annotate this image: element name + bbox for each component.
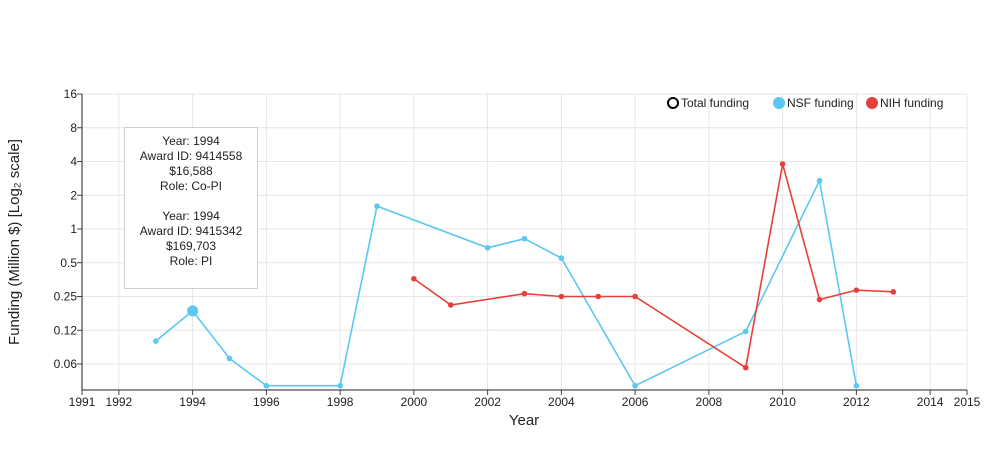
nih-data-point[interactable] bbox=[853, 287, 860, 293]
nih-data-point[interactable] bbox=[447, 302, 454, 308]
y-axis-title: Funding (Million $) [Log₂ scale] bbox=[6, 139, 23, 345]
y-tick-label: 0.06 bbox=[54, 357, 78, 371]
nsf-data-point[interactable] bbox=[337, 382, 343, 389]
x-tick-label: 1992 bbox=[106, 395, 133, 409]
total-legend-marker[interactable] bbox=[667, 97, 679, 109]
total-legend-label[interactable]: Total funding bbox=[681, 96, 749, 110]
nsf-data-point[interactable] bbox=[226, 355, 233, 362]
tooltip-spacer bbox=[125, 194, 257, 209]
nih-data-point[interactable] bbox=[595, 293, 602, 300]
nsf-data-point[interactable] bbox=[187, 305, 199, 317]
y-tick-label: 8 bbox=[70, 121, 77, 135]
nih-data-point[interactable] bbox=[632, 293, 638, 300]
nsf-data-point[interactable] bbox=[853, 382, 860, 389]
x-tick-label: 1994 bbox=[179, 395, 206, 409]
nsf-data-point[interactable] bbox=[263, 382, 270, 389]
nih-data-point[interactable] bbox=[742, 364, 749, 371]
tooltip-role: Role: PI bbox=[169, 254, 213, 268]
y-tick-label: 0.25 bbox=[54, 290, 78, 304]
y-tick-label: 1 bbox=[70, 222, 77, 236]
x-tick-label: 2010 bbox=[769, 395, 796, 409]
x-axis-title: Year bbox=[509, 412, 539, 429]
nsf-data-point[interactable] bbox=[632, 382, 638, 389]
y-tick-label: 2 bbox=[70, 188, 77, 202]
x-tick-label: 2006 bbox=[622, 395, 649, 409]
nih-data-point[interactable] bbox=[890, 289, 897, 295]
nih-data-point[interactable] bbox=[558, 293, 565, 300]
nih-data-point[interactable] bbox=[411, 275, 417, 282]
tooltip-year: Year: 1994 bbox=[162, 134, 220, 148]
nsf-data-point[interactable] bbox=[521, 235, 528, 242]
x-tick-label: 2004 bbox=[548, 395, 575, 409]
tooltip-award-id: Award ID: 9415342 bbox=[139, 224, 243, 238]
x-tick-label: 2014 bbox=[917, 395, 944, 409]
nsf-series-line bbox=[155, 178, 858, 387]
y-tick-label: 16 bbox=[64, 87, 78, 101]
nsf-data-point[interactable] bbox=[816, 177, 823, 184]
nsf-data-point[interactable] bbox=[152, 338, 159, 344]
tooltip-amount: $169,703 bbox=[165, 239, 217, 253]
tooltip-amount: $16,588 bbox=[169, 164, 213, 178]
nsf-data-point[interactable] bbox=[742, 328, 749, 335]
x-tick-label: 2012 bbox=[843, 395, 870, 409]
tooltip-entry-1: Year: 1994 Award ID: 9414558 $16,588 Rol… bbox=[125, 134, 257, 194]
nsf-data-point[interactable] bbox=[484, 244, 491, 251]
y-tick-label: 0.12 bbox=[54, 323, 78, 337]
axes: 16 8 4 2 1 0.5 0.25 0.12 0.06 1991 1992 1994 1996 199… bbox=[54, 87, 981, 409]
nsf-legend-marker[interactable] bbox=[773, 97, 785, 109]
nih-data-point[interactable] bbox=[521, 290, 528, 297]
tooltip-year: Year: 1994 bbox=[162, 209, 220, 223]
nih-data-point[interactable] bbox=[816, 296, 823, 303]
series-lines bbox=[152, 161, 897, 389]
x-tick-label: 1998 bbox=[327, 395, 354, 409]
x-tick-label: 2008 bbox=[696, 395, 723, 409]
x-tick-label: 2002 bbox=[474, 395, 501, 409]
nih-legend-label[interactable]: NIH funding bbox=[880, 96, 943, 110]
x-tick-label: 2015 bbox=[954, 395, 981, 409]
nsf-data-point[interactable] bbox=[558, 255, 565, 261]
nsf-data-point[interactable] bbox=[374, 203, 380, 209]
x-tick-label: 2000 bbox=[401, 395, 428, 409]
nsf-legend-label[interactable]: NSF funding bbox=[787, 96, 854, 110]
tooltip-award-id: Award ID: 9414558 bbox=[139, 149, 243, 163]
y-tick-label: 4 bbox=[70, 155, 77, 169]
legend[interactable]: Total funding NSF funding NIH funding bbox=[667, 96, 943, 110]
nih-data-point[interactable] bbox=[779, 161, 786, 167]
data-tooltip: Year: 1994 Award ID: 9414558 $16,588 Rol… bbox=[124, 127, 258, 289]
nih-legend-marker[interactable] bbox=[866, 97, 878, 109]
tooltip-role: Role: Co-PI bbox=[159, 179, 223, 193]
tooltip-entry-2: Year: 1994 Award ID: 9415342 $169,703 Ro… bbox=[125, 209, 257, 269]
x-tick-label: 1996 bbox=[253, 395, 280, 409]
x-tick-label: 1991 bbox=[69, 395, 96, 409]
y-tick-label: 0.5 bbox=[60, 256, 77, 270]
